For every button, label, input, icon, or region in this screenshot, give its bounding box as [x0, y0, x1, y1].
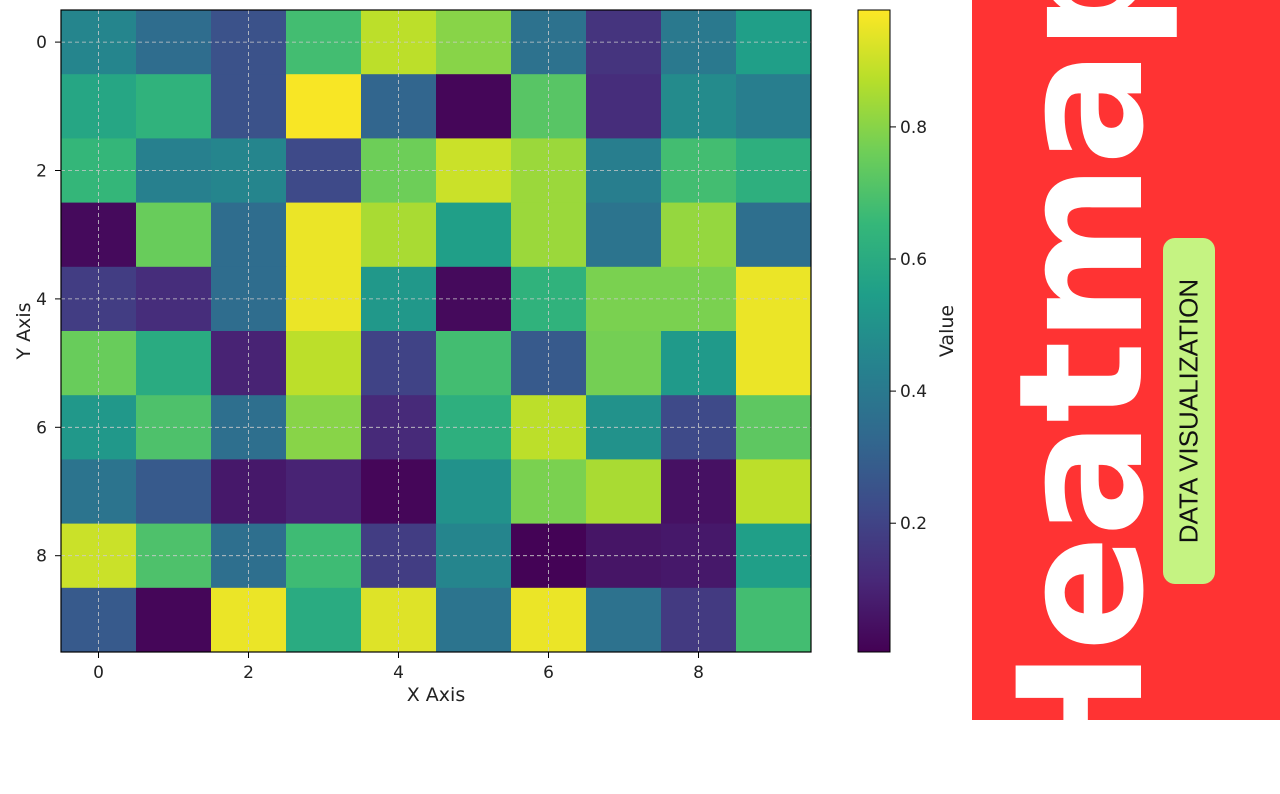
colorbar-ticks: 0.2 0.4 0.6 0.8 [890, 118, 927, 534]
y-axis-label: Y Axis [13, 302, 35, 360]
heatmap-cell [736, 331, 812, 396]
heatmap-cell [211, 74, 287, 139]
badge: DATA VISUALIZATION [1163, 238, 1215, 584]
heatmap-cell [136, 331, 212, 396]
x-ticks: 0 2 4 6 8 [93, 652, 704, 683]
y-tick-label: 4 [36, 290, 47, 310]
heatmap-cell [511, 459, 587, 525]
y-ticks: 0 2 4 6 8 [36, 33, 61, 567]
heatmap-cell [136, 587, 212, 653]
heatmap-cell [211, 459, 287, 525]
heatmap-cell [436, 74, 512, 139]
y-tick-label: 2 [36, 162, 47, 182]
heatmap-cell [361, 74, 437, 139]
heatmap-cell [436, 459, 512, 525]
heatmap-cell [286, 587, 362, 653]
heatmap-cell [436, 202, 512, 268]
heatmap-cell [586, 587, 662, 653]
colorbar [857, 9, 891, 653]
heatmap-cell [61, 459, 137, 525]
colorbar-tick-label: 0.6 [900, 250, 927, 270]
colorbar-tick-label: 0.8 [900, 118, 927, 138]
badge-text: DATA VISUALIZATION [1173, 278, 1204, 544]
y-tick-label: 8 [36, 547, 47, 567]
heatmap-cell [511, 74, 587, 139]
x-tick-label: 0 [93, 663, 104, 683]
heatmap-cell [586, 459, 662, 525]
heatmap-cell [661, 74, 737, 139]
heatmap-cell [436, 331, 512, 396]
heatmap-cell [586, 331, 662, 396]
x-axis-label: X Axis [407, 684, 465, 706]
heatmap-cell [286, 74, 362, 139]
y-tick-label: 0 [36, 33, 47, 53]
heatmap-cell [136, 74, 212, 139]
heatmap-cell [436, 587, 512, 653]
y-tick-label: 6 [36, 418, 47, 438]
heatmap-cell [736, 74, 812, 139]
heatmap-cell [136, 202, 212, 268]
heatmap-cell [586, 202, 662, 268]
heatmap-cell [286, 202, 362, 268]
heatmap-cell [61, 74, 137, 139]
colorbar-tick-label: 0.2 [900, 514, 927, 534]
colorbar-label: Value [936, 305, 958, 357]
heatmap-cell [736, 459, 812, 525]
side-panel-title: Heatmap [981, 0, 1182, 794]
heatmap-cell [661, 459, 737, 525]
heatmap-cell [361, 459, 437, 525]
side-panel [972, 0, 1280, 720]
plot-frame [60, 9, 812, 653]
heatmap-cell [286, 331, 362, 396]
heatmap-chart: 0 2 4 6 8 0 2 4 6 8 X Axis Y Axis 0.2 0.4 0.6 0.8 V… [13, 9, 958, 706]
heatmap-cell [136, 459, 212, 525]
grid-lines [61, 10, 811, 652]
x-tick-label: 8 [693, 663, 704, 683]
colorbar-tick-label: 0.4 [900, 382, 927, 402]
heatmap-cell [586, 74, 662, 139]
heatmap-cell [736, 587, 812, 653]
x-tick-label: 2 [243, 663, 254, 683]
x-tick-label: 6 [543, 663, 554, 683]
x-tick-label: 4 [393, 663, 404, 683]
heatmap-cell [736, 202, 812, 268]
heatmap-cell [286, 459, 362, 525]
heatmap-cells [61, 10, 812, 653]
